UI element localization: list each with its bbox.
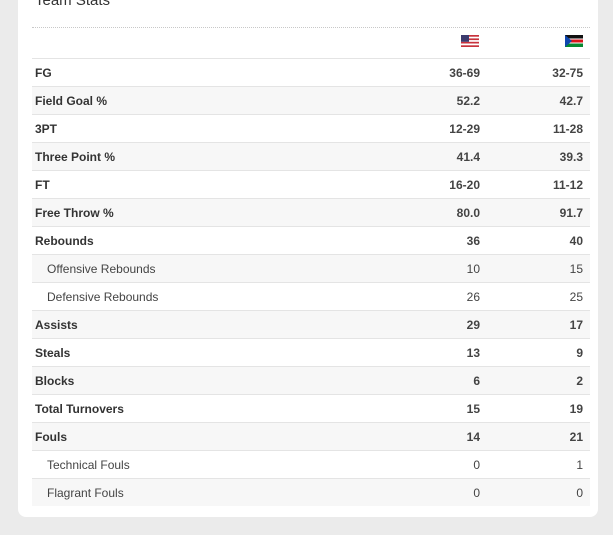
stat-value: 16-20 xyxy=(449,178,480,192)
stat-label: Blocks xyxy=(35,374,75,388)
stat-value: 2 xyxy=(576,374,583,388)
stat-label: Steals xyxy=(35,346,71,360)
stat-value: 91.7 xyxy=(559,206,583,220)
stat-value: 6 xyxy=(473,374,480,388)
stat-value: 26 xyxy=(466,290,480,304)
stat-row: Flagrant Fouls 0 0 xyxy=(32,478,590,506)
stats-table: FG 36-69 32-75 Field Goal % 52.2 42.7 3PT 12-29… xyxy=(32,58,590,506)
stat-label: 3PT xyxy=(35,122,58,136)
usa-flag xyxy=(461,35,479,47)
stat-row: Offensive Rebounds 10 15 xyxy=(32,254,590,282)
stat-value: 36-69 xyxy=(449,66,480,80)
stat-label: Field Goal % xyxy=(35,94,108,108)
stat-row: Technical Fouls 0 1 xyxy=(32,450,590,478)
stat-value: 0 xyxy=(576,486,583,500)
stat-label: Technical Fouls xyxy=(47,458,130,472)
stat-row: FT 16-20 11-12 xyxy=(32,170,590,198)
stat-value: 42.7 xyxy=(559,94,583,108)
stat-value: 19 xyxy=(569,402,583,416)
stat-row: Blocks 6 2 xyxy=(32,366,590,394)
stat-value: 32-75 xyxy=(552,66,583,80)
stat-value: 11-12 xyxy=(552,178,583,192)
stat-value: 80.0 xyxy=(456,206,480,220)
divider xyxy=(32,27,590,28)
stat-value: 15 xyxy=(466,402,480,416)
stat-value: 41.4 xyxy=(456,150,480,164)
stat-label: Assists xyxy=(35,318,78,332)
south-sudan-flag xyxy=(565,35,583,47)
stat-value: 0 xyxy=(473,486,480,500)
stat-value: 1 xyxy=(576,458,583,472)
stat-row: Three Point % 41.4 39.3 xyxy=(32,142,590,170)
stat-row: Rebounds 36 40 xyxy=(32,226,590,254)
stat-label: Three Point % xyxy=(35,150,116,164)
stat-row: Defensive Rebounds 26 25 xyxy=(32,282,590,310)
stat-value: 15 xyxy=(569,262,583,276)
stat-label: Total Turnovers xyxy=(35,402,124,416)
stat-row: Assists 29 17 xyxy=(32,310,590,338)
stat-value: 14 xyxy=(466,430,480,444)
stat-row: Free Throw % 80.0 91.7 xyxy=(32,198,590,226)
stat-row: Steals 13 9 xyxy=(32,338,590,366)
stat-value: 0 xyxy=(473,458,480,472)
stat-value: 11-28 xyxy=(552,122,583,136)
stat-value: 29 xyxy=(466,318,480,332)
stat-row: FG 36-69 32-75 xyxy=(32,58,590,86)
stat-value: 36 xyxy=(466,234,480,248)
stat-value: 25 xyxy=(569,290,583,304)
stat-value: 52.2 xyxy=(456,94,480,108)
title: Team Stats xyxy=(35,0,111,9)
stat-value: 12-29 xyxy=(449,122,480,136)
stat-row: 3PT 12-29 11-28 xyxy=(32,114,590,142)
stat-label: Defensive Rebounds xyxy=(47,290,159,304)
stat-value: 9 xyxy=(576,346,583,360)
stat-value: 39.3 xyxy=(559,150,583,164)
stat-label: Fouls xyxy=(35,430,67,444)
stat-value: 21 xyxy=(569,430,583,444)
stat-label: Offensive Rebounds xyxy=(47,262,156,276)
stat-value: 10 xyxy=(466,262,480,276)
stat-label: Free Throw % xyxy=(35,206,114,220)
stat-row: Total Turnovers 15 19 xyxy=(32,394,590,422)
stat-label: FG xyxy=(35,66,52,80)
stat-row: Fouls 14 21 xyxy=(32,422,590,450)
stat-label: Flagrant Fouls xyxy=(47,486,124,500)
stat-value: 13 xyxy=(466,346,480,360)
stat-row: Field Goal % 52.2 42.7 xyxy=(32,86,590,114)
stat-label: FT xyxy=(35,178,50,192)
stat-label: Rebounds xyxy=(35,234,94,248)
stat-value: 40 xyxy=(569,234,583,248)
stat-value: 17 xyxy=(569,318,583,332)
